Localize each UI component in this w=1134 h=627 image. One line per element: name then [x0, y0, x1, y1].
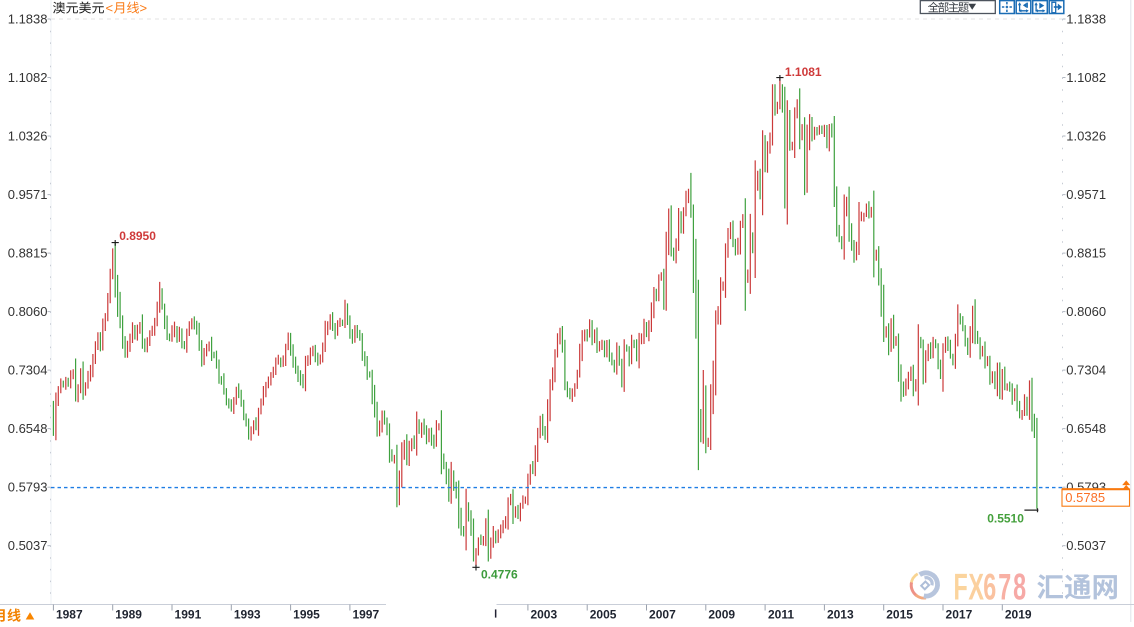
svg-text:2013: 2013	[827, 607, 854, 621]
svg-text:2007: 2007	[649, 607, 676, 621]
svg-text:F: F	[954, 566, 968, 608]
svg-text:0.5785: 0.5785	[1065, 490, 1105, 505]
svg-text:1995: 1995	[293, 607, 320, 621]
svg-text:2019: 2019	[1005, 607, 1032, 621]
svg-text:0.8060: 0.8060	[1066, 304, 1106, 319]
svg-text:1997: 1997	[352, 607, 379, 621]
svg-text:X: X	[968, 566, 984, 608]
svg-text:0.7304: 0.7304	[1066, 363, 1106, 378]
svg-text:1.0326: 1.0326	[1066, 129, 1106, 144]
svg-text:<: <	[106, 1, 114, 16]
svg-text:1.1838: 1.1838	[8, 12, 48, 27]
svg-text:>: >	[140, 1, 148, 16]
svg-text:0.5037: 0.5037	[1066, 538, 1106, 553]
svg-text:1993: 1993	[234, 607, 261, 621]
svg-text:1.1082: 1.1082	[8, 70, 48, 85]
svg-text:0.8815: 0.8815	[8, 246, 48, 261]
svg-text:2003: 2003	[530, 607, 557, 621]
svg-text:6: 6	[983, 566, 996, 608]
svg-text:0.8950: 0.8950	[119, 229, 156, 243]
svg-text:2017: 2017	[946, 607, 973, 621]
svg-text:0.9571: 0.9571	[8, 187, 48, 202]
svg-text:1.1082: 1.1082	[1066, 70, 1106, 85]
svg-text:1.0326: 1.0326	[8, 129, 48, 144]
svg-text:0.8815: 0.8815	[1066, 246, 1106, 261]
svg-text:1989: 1989	[115, 607, 142, 621]
svg-text:0.5793: 0.5793	[8, 480, 48, 495]
svg-text:0.6548: 0.6548	[1066, 421, 1106, 436]
svg-text:0.5037: 0.5037	[8, 538, 48, 553]
svg-text:2005: 2005	[590, 607, 617, 621]
svg-text:0.9571: 0.9571	[1066, 187, 1106, 202]
svg-text:2011: 2011	[768, 607, 794, 621]
svg-text:0.4776: 0.4776	[481, 568, 518, 582]
svg-text:2009: 2009	[708, 607, 735, 621]
svg-text:1.1081: 1.1081	[785, 65, 822, 79]
svg-text:0.8060: 0.8060	[8, 304, 48, 319]
svg-text:2015: 2015	[886, 607, 913, 621]
svg-text:0.5510: 0.5510	[987, 511, 1024, 525]
svg-text:1991: 1991	[175, 607, 202, 621]
svg-text:1.1838: 1.1838	[1066, 12, 1106, 27]
svg-text:8: 8	[1013, 566, 1026, 608]
svg-text:7: 7	[998, 566, 1011, 608]
svg-text:0.6548: 0.6548	[8, 421, 48, 436]
svg-text:1987: 1987	[56, 607, 83, 621]
svg-text:0.7304: 0.7304	[8, 363, 48, 378]
